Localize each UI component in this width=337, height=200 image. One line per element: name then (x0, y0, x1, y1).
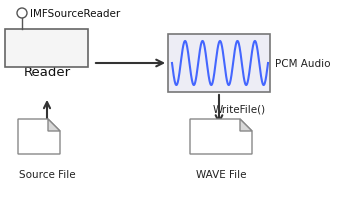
Text: PCM Audio: PCM Audio (275, 59, 331, 69)
Text: Source
Reader: Source Reader (24, 48, 70, 79)
Polygon shape (240, 119, 252, 131)
Text: Source File: Source File (19, 169, 75, 179)
Text: WAVE File: WAVE File (196, 169, 246, 179)
Text: IMFSourceReader: IMFSourceReader (30, 9, 120, 19)
Text: WriteFile(): WriteFile() (213, 104, 266, 114)
Polygon shape (190, 119, 252, 154)
Bar (5, 30, 88, 68)
Bar (168, 35, 270, 93)
Polygon shape (18, 119, 60, 154)
Polygon shape (48, 119, 60, 131)
